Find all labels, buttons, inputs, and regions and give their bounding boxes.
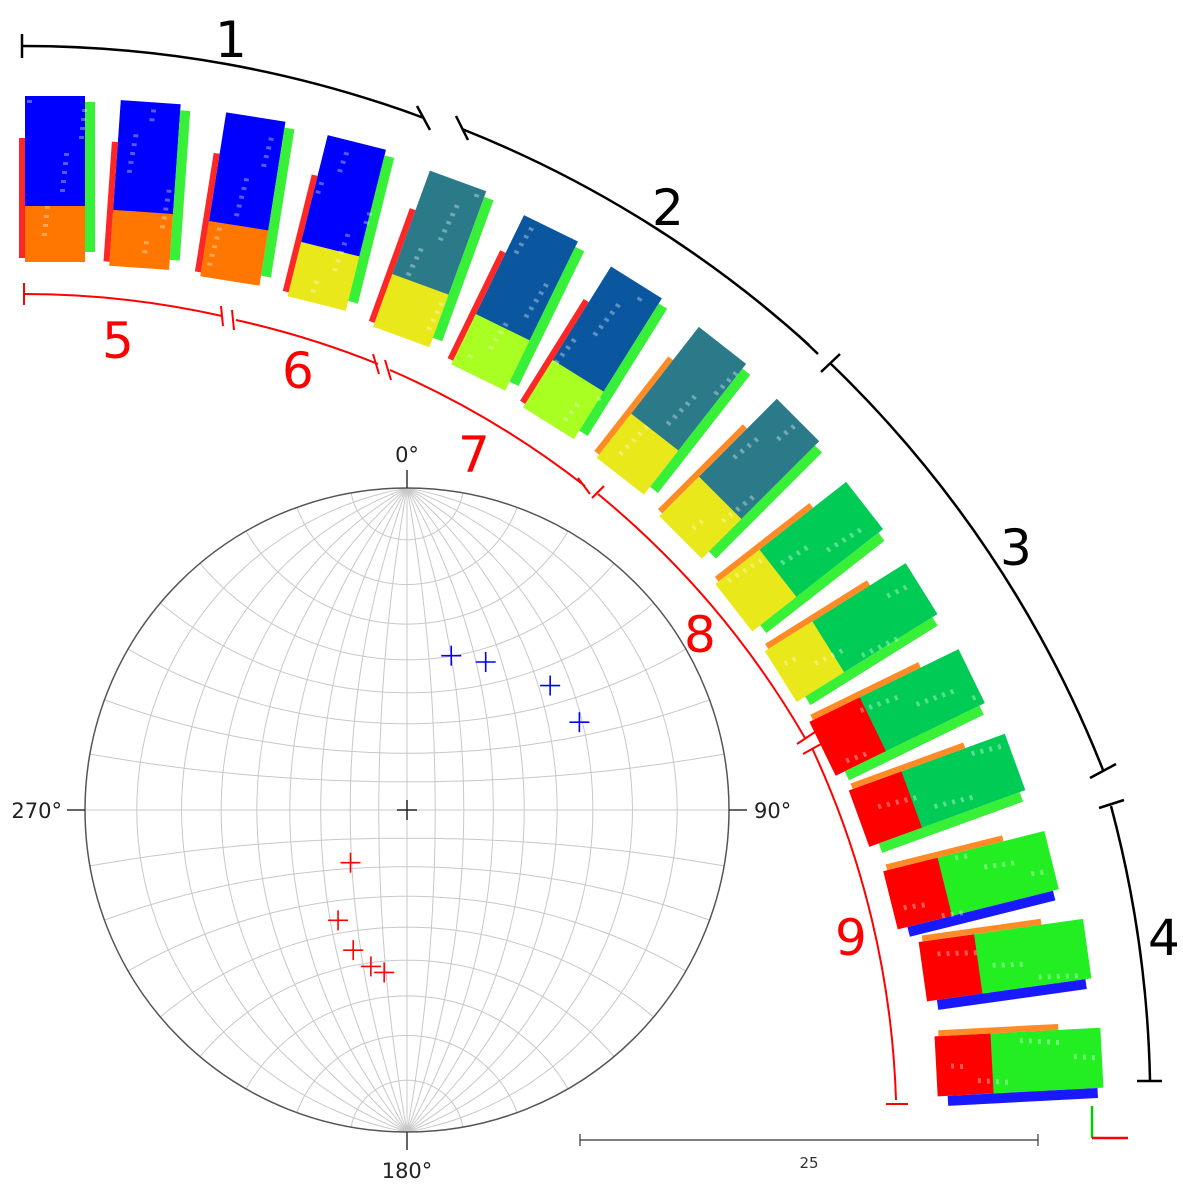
point-cloud-block xyxy=(764,563,938,706)
inner-arc-6 xyxy=(235,319,379,365)
blue-pole-marker xyxy=(475,651,496,672)
inner-arc-5 xyxy=(23,292,223,317)
axis-indicator xyxy=(1090,1106,1128,1140)
inner-arc-8 xyxy=(597,493,806,739)
outer-tick xyxy=(415,105,432,131)
point-cloud-block xyxy=(194,112,295,286)
outer-tick xyxy=(820,353,841,373)
red-pole-marker xyxy=(374,962,395,983)
red-pole-marker xyxy=(328,910,349,931)
inner-tick xyxy=(220,305,224,327)
point-cloud-block xyxy=(657,398,823,559)
point-cloud-block xyxy=(103,100,191,270)
point-cloud-block xyxy=(368,170,494,348)
stereonet-grid xyxy=(85,487,729,1133)
outer-segment-labels: 1 2 3 4 xyxy=(215,11,1180,967)
inner-tick xyxy=(384,359,392,381)
outer-tick xyxy=(798,335,819,355)
stereonet: 0° 180° 90° 270° xyxy=(11,443,791,1183)
outer-arc-4 xyxy=(1109,805,1152,1081)
inner-segment-labels: 5 6 7 8 9 xyxy=(102,312,867,967)
degree-label-north: 0° xyxy=(395,443,419,467)
inner-label-9: 9 xyxy=(835,909,867,967)
point-cloud-block xyxy=(520,266,668,440)
outer-arc-2 xyxy=(461,127,810,346)
red-pole-marker xyxy=(343,940,364,961)
point-cloud-block xyxy=(19,96,95,262)
outer-arc-3 xyxy=(829,362,1105,771)
outer-label-2: 2 xyxy=(652,179,684,237)
point-cloud-block xyxy=(447,215,585,391)
inner-segment-arcs xyxy=(23,283,908,1105)
point-cloud-block xyxy=(848,733,1026,853)
inner-label-7: 7 xyxy=(458,426,490,484)
outer-tick xyxy=(1098,798,1125,810)
blue-pole-marker xyxy=(569,712,590,733)
point-cloud-block xyxy=(594,326,751,495)
red-pole-marker xyxy=(340,852,361,873)
point-cloud-block xyxy=(934,1023,1104,1106)
point-cloud-block xyxy=(809,649,985,781)
inner-tick xyxy=(577,477,591,495)
scale-bar-label: 25 xyxy=(799,1154,818,1172)
stereonet-poles xyxy=(328,645,590,983)
point-cloud-block xyxy=(883,831,1059,937)
inner-tick xyxy=(231,309,235,331)
scale-bar xyxy=(579,1134,1039,1146)
center-cross xyxy=(397,800,417,820)
outer-label-1: 1 xyxy=(215,11,247,69)
blue-pole-marker xyxy=(441,645,462,666)
outer-label-4: 4 xyxy=(1148,909,1180,967)
inner-tick xyxy=(591,485,605,499)
point-cloud-block xyxy=(918,918,1092,1010)
outer-arc-1 xyxy=(21,44,425,120)
red-pole-marker xyxy=(360,956,381,977)
degree-label-east: 90° xyxy=(754,799,791,823)
inner-label-6: 6 xyxy=(282,342,314,400)
inner-arc-7 xyxy=(389,369,586,487)
outer-tick xyxy=(454,115,470,141)
outer-label-3: 3 xyxy=(1000,519,1032,577)
inner-arc-9 xyxy=(811,747,897,1101)
blue-pole-marker xyxy=(540,675,561,696)
degree-label-south: 180° xyxy=(382,1159,433,1183)
outer-tick xyxy=(1089,762,1117,780)
inner-tick xyxy=(372,353,380,375)
point-cloud-block xyxy=(282,135,395,311)
outer-segment-arcs xyxy=(20,34,1162,1083)
inner-tick xyxy=(802,743,822,755)
inner-tick xyxy=(796,731,816,745)
point-cloud-block xyxy=(714,481,885,634)
inner-label-5: 5 xyxy=(102,312,134,370)
point-cloud-blocks xyxy=(19,96,1104,1106)
degree-label-west: 270° xyxy=(11,799,62,823)
